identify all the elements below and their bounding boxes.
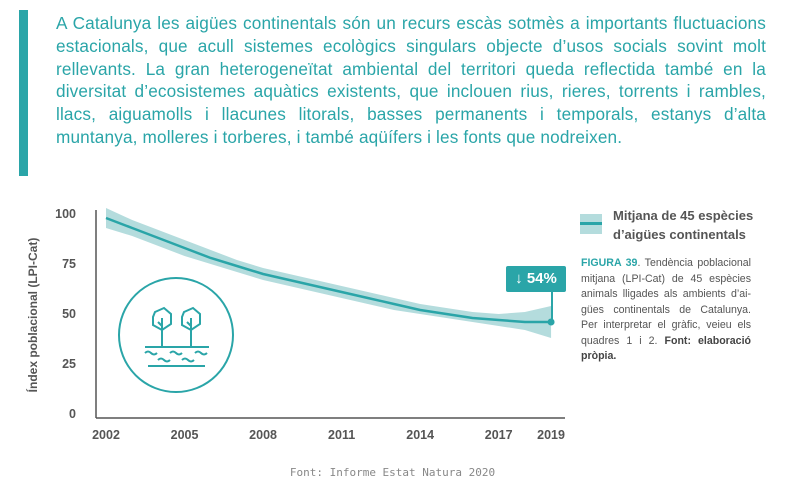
legend-swatch xyxy=(580,214,602,234)
x-tick-label: 2002 xyxy=(92,428,120,442)
figure-number: FIGURA 39 xyxy=(581,257,638,269)
x-tick-label: 2014 xyxy=(406,428,434,442)
x-tick-label: 2017 xyxy=(485,428,513,442)
caption-source: Font: elaboració pròpia. xyxy=(581,334,751,363)
accent-bar xyxy=(19,10,28,176)
y-tick-label: 0 xyxy=(69,407,76,421)
y-tick-label: 100 xyxy=(55,207,76,221)
caption-text: . Tendència poblacional mitjana (LPI-Cat… xyxy=(581,257,751,347)
x-tick-label: 2011 xyxy=(328,428,355,442)
arrow-down-icon: ↓ xyxy=(515,270,527,287)
x-tick-label: 2019 xyxy=(537,428,565,442)
y-axis-label: Índex poblacional (LPI-Cat) xyxy=(25,238,40,393)
x-tick-label: 2005 xyxy=(171,428,199,442)
confidence-band xyxy=(106,208,552,338)
source-note: Font: Informe Estat Natura 2020 xyxy=(289,466,496,479)
y-tick-label: 50 xyxy=(62,307,76,321)
figure-caption: FIGURA 39. Tendència poblacional mitjana… xyxy=(581,256,751,365)
x-tick-label: 2008 xyxy=(249,428,277,442)
y-tick-label: 25 xyxy=(62,357,76,371)
water-ecosystem-icon xyxy=(118,277,234,393)
intro-paragraph: A Catalunya les aigües continentals són … xyxy=(56,13,766,147)
decline-value: 54% xyxy=(526,270,557,287)
y-tick-label: 75 xyxy=(62,257,76,271)
series-line xyxy=(105,216,552,324)
decline-badge: ↓ 54% xyxy=(506,266,566,292)
legend-label: Mitjana de 45 espècies d’aigües continen… xyxy=(613,208,754,242)
